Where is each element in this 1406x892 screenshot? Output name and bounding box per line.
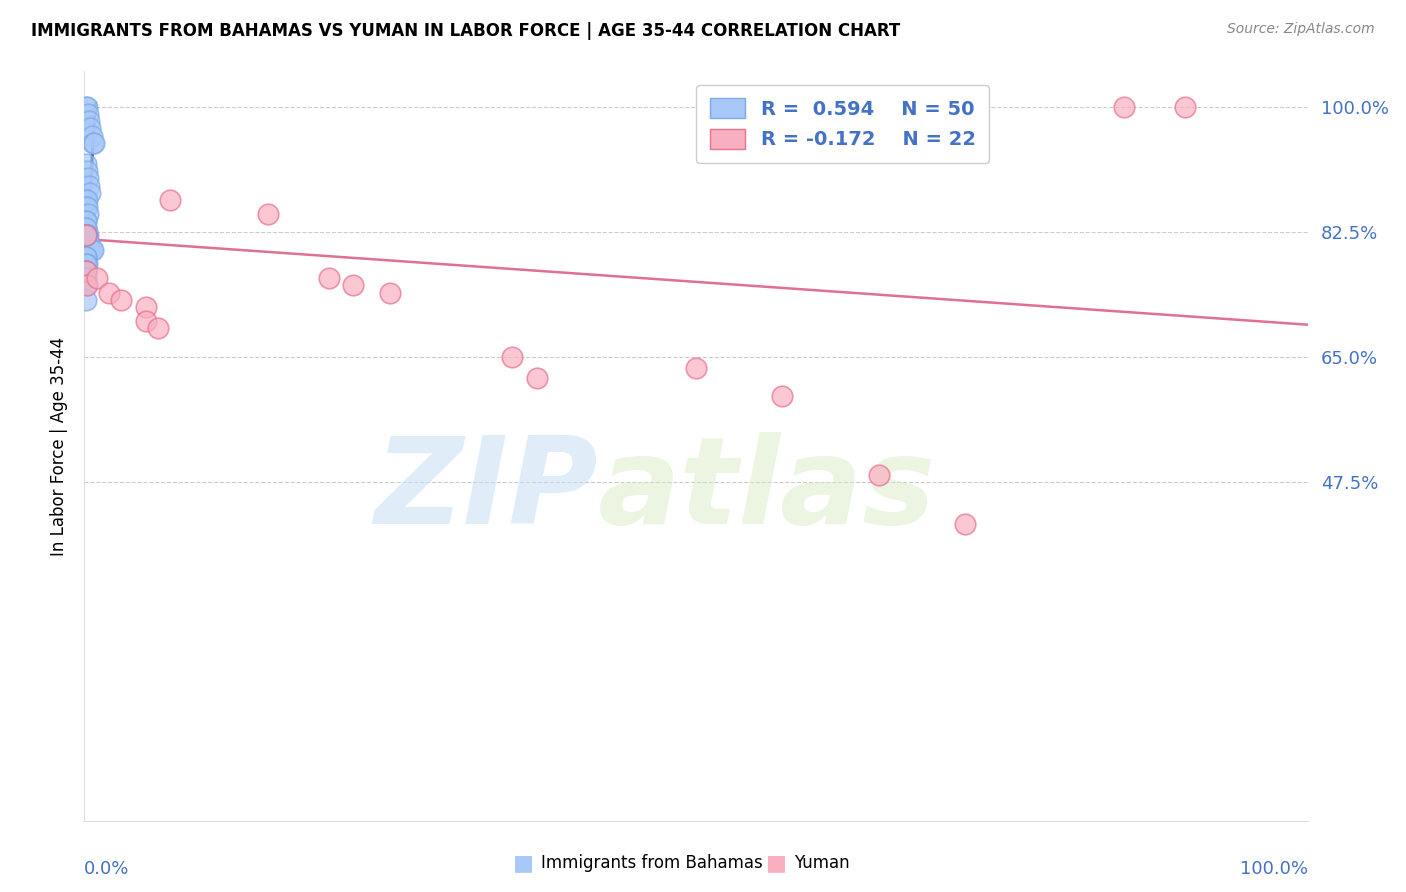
Point [79,186,101,200]
Point [75,214,97,228]
Point [80,243,103,257]
Point [75,250,97,264]
Point [75,250,97,264]
Point [75,264,97,278]
Text: IMMIGRANTS FROM BAHAMAS VS YUMAN IN LABOR FORCE | AGE 35-44 CORRELATION CHART: IMMIGRANTS FROM BAHAMAS VS YUMAN IN LABO… [31,22,900,40]
Point [257,207,280,221]
Point [77,178,100,193]
Point [526,371,548,385]
Point [82,243,104,257]
Point [75,221,97,235]
Text: 100.0%: 100.0% [1240,860,1308,878]
Point [75,264,97,278]
Point [135,300,157,314]
Point [77,228,100,243]
Point [77,107,100,121]
Text: Yuman: Yuman [794,855,851,872]
Point [75,228,97,243]
Text: ■: ■ [766,854,787,873]
Point [77,235,100,250]
Text: Immigrants from Bahamas: Immigrants from Bahamas [541,855,763,872]
Text: ZIP: ZIP [374,433,598,549]
Point [75,228,97,243]
Point [770,389,793,403]
Point [75,228,97,243]
Point [953,517,976,532]
Point [76,100,98,114]
Point [75,293,97,307]
Point [75,264,97,278]
Point [75,228,97,243]
Point [79,121,101,136]
Point [80,128,103,143]
Point [75,100,97,114]
Point [75,271,97,285]
Point [75,228,97,243]
Point [83,136,105,150]
Point [146,321,169,335]
Point [75,278,97,293]
Point [75,200,97,214]
Point [380,285,402,300]
Point [75,228,97,243]
Point [77,207,100,221]
Point [77,171,100,186]
Point [76,228,98,243]
Point [75,228,97,243]
Point [86,271,108,285]
Point [77,114,100,128]
Point [75,214,97,228]
Point [76,200,98,214]
Point [75,257,97,271]
Point [76,278,98,293]
Point [75,157,97,171]
Y-axis label: In Labor Force | Age 35-44: In Labor Force | Age 35-44 [49,336,67,556]
Point [1114,100,1136,114]
Legend: R =  0.594    N = 50, R = -0.172    N = 22: R = 0.594 N = 50, R = -0.172 N = 22 [696,85,990,163]
Point [685,360,707,375]
Point [76,164,98,178]
Point [135,314,157,328]
Text: atlas: atlas [598,433,936,549]
Text: 0.0%: 0.0% [84,860,129,878]
Point [75,228,97,243]
Point [76,193,98,207]
Point [97,285,120,300]
Point [75,264,97,278]
Point [76,257,98,271]
Point [75,228,97,243]
Point [75,228,97,243]
Point [75,193,97,207]
Text: ■: ■ [513,854,534,873]
Point [79,243,101,257]
Point [110,293,132,307]
Point [869,467,891,482]
Point [502,350,524,364]
Text: Source: ZipAtlas.com: Source: ZipAtlas.com [1227,22,1375,37]
Point [75,228,97,243]
Point [82,136,104,150]
Point [318,271,340,285]
Point [75,228,97,243]
Point [159,193,181,207]
Point [76,228,98,243]
Point [1174,100,1197,114]
Point [342,278,364,293]
Point [75,221,97,235]
